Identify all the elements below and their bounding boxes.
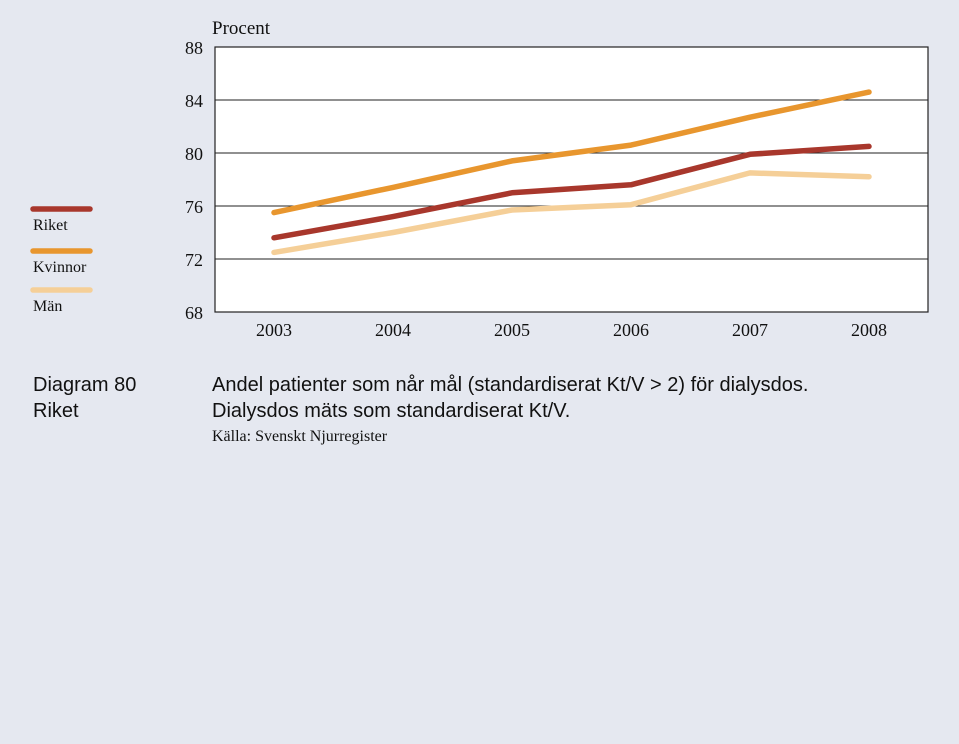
- x-tick-label: 2004: [375, 320, 411, 340]
- x-tick-label: 2005: [494, 320, 530, 340]
- series-line-kvinnor: [271, 89, 872, 216]
- x-tick-label: 2006: [613, 320, 649, 340]
- series-line-mn: [271, 170, 872, 256]
- caption-line-2: Dialysdos mäts som standardiserat Kt/V.: [212, 400, 571, 422]
- x-axis-ticks: 2003 2004 2005 2006 2007 2008: [256, 320, 887, 340]
- diagram-caption: Andel patienter som når mål (standardise…: [212, 372, 952, 424]
- x-tick-label: 2003: [256, 320, 292, 340]
- diagram-region: Riket: [33, 400, 79, 422]
- plot-frame: [214, 46, 929, 313]
- source-note: Källa: Svenskt Njurregister: [212, 428, 388, 445]
- y-tick-label: 80: [185, 144, 203, 164]
- y-tick-label: 68: [185, 303, 203, 323]
- line-chart: 68 72 76 80 84 88 2003 2004 2005 2006 2007 2008 Ri…: [30, 18, 929, 340]
- caption-line-1: Andel patienter som når mål (standardise…: [212, 374, 809, 396]
- y-tick-label: 72: [185, 250, 203, 270]
- y-axis-label: Procent: [212, 18, 271, 39]
- legend: Riket Kvinnor Män: [30, 206, 93, 315]
- legend-label: Kvinnor: [33, 259, 87, 276]
- diagram-number: Diagram 80: [33, 374, 137, 396]
- legend-label: Riket: [33, 217, 68, 234]
- legend-label: Män: [33, 298, 62, 315]
- y-tick-label: 88: [185, 38, 203, 58]
- series-lines: [271, 89, 872, 256]
- y-tick-label: 84: [185, 91, 203, 111]
- diagram-label: Diagram 80 Riket: [33, 372, 136, 424]
- y-tick-label: 76: [185, 197, 203, 217]
- x-tick-label: 2008: [851, 320, 887, 340]
- plot-area: [215, 47, 928, 312]
- series-line-riket: [271, 143, 872, 241]
- x-tick-label: 2007: [732, 320, 768, 340]
- y-axis-ticks: 68 72 76 80 84 88: [185, 38, 203, 323]
